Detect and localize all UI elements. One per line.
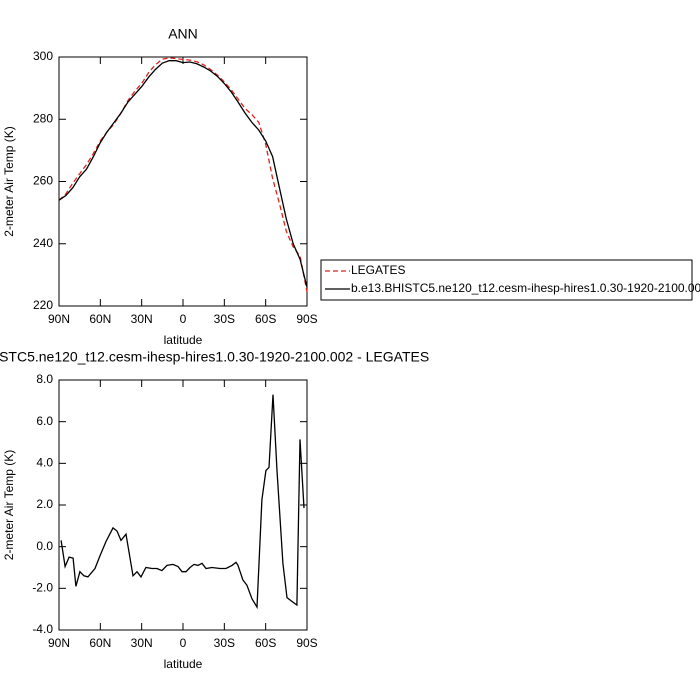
y-tick-label: 2.0	[36, 497, 53, 511]
data-line	[60, 394, 305, 610]
x-tick-label: 60S	[255, 312, 276, 326]
x-tick-label: 60N	[89, 312, 111, 326]
legend-box	[320, 259, 693, 301]
x-tick-label: 60S	[255, 636, 276, 650]
y-tick-label: 240	[33, 236, 53, 250]
y-tick-label: 6.0	[36, 414, 53, 428]
y-axis-label: 2-meter Air Temp (K)	[2, 450, 16, 560]
y-tick-label: -4.0	[32, 622, 53, 636]
legend-label: LEGATES	[351, 263, 405, 277]
y-tick-label: 280	[33, 111, 53, 125]
plot-frame	[58, 379, 308, 631]
y-tick-label: -2.0	[32, 581, 53, 595]
x-tick-label: 0	[180, 312, 187, 326]
chart-title: b.e13.BHISTC5.ne120_t12.cesm-ihesp-hires…	[0, 349, 429, 365]
legend-label: b.e13.BHISTC5.ne120_t12.cesm-ihesp-hires…	[351, 281, 700, 295]
x-tick-label: 90N	[48, 636, 70, 650]
y-tick-label: 300	[33, 49, 53, 63]
y-tick-label: 4.0	[36, 456, 53, 470]
y-tick-label: 260	[33, 174, 53, 188]
x-tick-label: 30S	[214, 312, 235, 326]
x-tick-label: 30S	[214, 636, 235, 650]
x-axis-label: latitude	[164, 657, 203, 671]
data-line	[58, 60, 308, 288]
x-tick-label: 30N	[131, 636, 153, 650]
y-tick-label: 220	[33, 298, 53, 312]
x-tick-label: 90S	[296, 312, 317, 326]
x-tick-label: 30N	[131, 312, 153, 326]
y-tick-label: 8.0	[36, 372, 53, 386]
data-line	[58, 57, 308, 293]
chart-title: ANN	[168, 26, 198, 42]
x-tick-label: 0	[180, 636, 187, 650]
x-axis-label: latitude	[164, 333, 203, 347]
y-axis-label: 2-meter Air Temp (K)	[2, 126, 16, 236]
x-tick-label: 60N	[89, 636, 111, 650]
x-tick-label: 90S	[296, 636, 317, 650]
x-tick-label: 90N	[48, 312, 70, 326]
y-tick-label: 0.0	[36, 539, 53, 553]
plot-frame	[58, 56, 308, 307]
